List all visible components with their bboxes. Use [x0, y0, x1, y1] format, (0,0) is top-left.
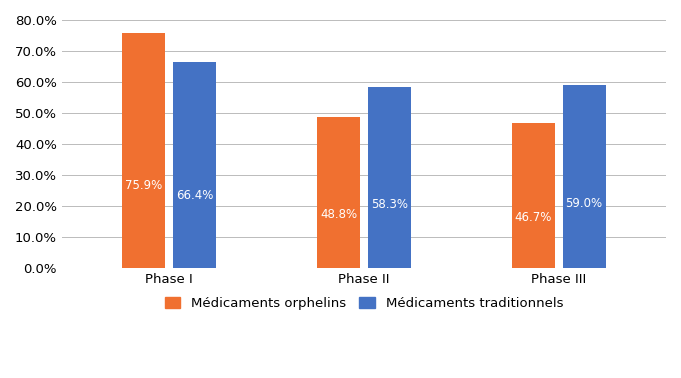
- Bar: [123, 33, 165, 268]
- Legend: Médicaments orphelins, Médicaments traditionnels: Médicaments orphelins, Médicaments tradi…: [159, 292, 569, 316]
- Text: 66.4%: 66.4%: [176, 189, 213, 202]
- Text: 59.0%: 59.0%: [566, 197, 603, 210]
- Bar: [317, 117, 360, 268]
- Bar: [563, 85, 605, 268]
- Text: 58.3%: 58.3%: [370, 198, 408, 211]
- Bar: [368, 87, 411, 268]
- Bar: [173, 62, 216, 268]
- Text: 75.9%: 75.9%: [125, 179, 162, 192]
- Text: 48.8%: 48.8%: [320, 208, 357, 222]
- Bar: [512, 123, 555, 268]
- Text: 46.7%: 46.7%: [515, 211, 552, 224]
